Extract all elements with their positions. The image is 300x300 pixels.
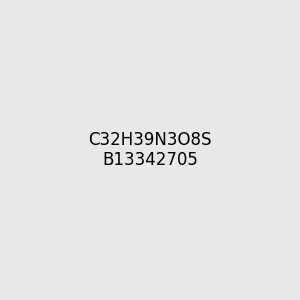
Text: C32H39N3O8S
B13342705: C32H39N3O8S B13342705 [88, 130, 212, 170]
